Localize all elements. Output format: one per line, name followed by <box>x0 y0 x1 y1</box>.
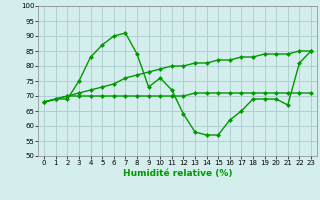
X-axis label: Humidité relative (%): Humidité relative (%) <box>123 169 232 178</box>
